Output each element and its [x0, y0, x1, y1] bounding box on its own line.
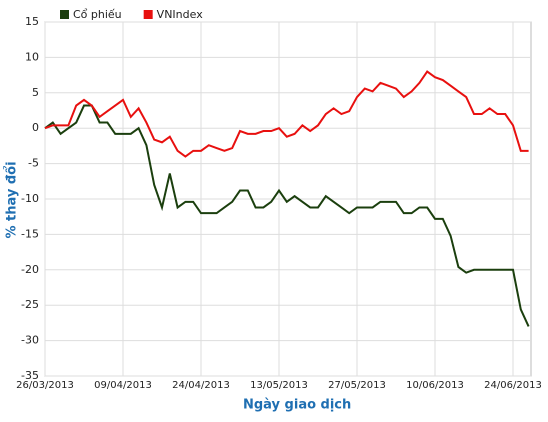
y-tick-label: 5: [32, 86, 39, 99]
x-tick-label: 26/03/2013: [16, 380, 74, 391]
line: [44, 70, 529, 158]
y-tick-label: -35: [21, 369, 39, 382]
y-tick-label: -5: [28, 157, 39, 170]
y-tick-label: -25: [21, 298, 39, 311]
y-tick-label: -20: [21, 263, 39, 276]
legend-label: Cổ phiếu: [73, 8, 122, 21]
x-tick-label: 24/06/2013: [484, 380, 542, 391]
y-tick-label: 10: [25, 50, 39, 63]
y-tick-label: 0: [32, 121, 39, 134]
y-tick-label: -10: [21, 192, 39, 205]
x-axis-title: Ngày giao dịch: [243, 398, 351, 413]
y-tick-label: -15: [21, 227, 39, 240]
y-axis-title: % thay đổi: [4, 161, 20, 238]
x-tick-label: 27/05/2013: [328, 380, 386, 391]
line: [44, 104, 530, 327]
x-tick-label: 09/04/2013: [94, 380, 152, 391]
x-tick-label: 13/05/2013: [250, 380, 308, 391]
y-tick-label: 15: [25, 15, 39, 28]
legend-swatch: [60, 10, 69, 19]
legend-swatch: [143, 10, 153, 19]
x-tick-label: 24/04/2013: [172, 380, 230, 391]
legend-label: VNIndex: [157, 8, 204, 21]
x-tick-label: 10/06/2013: [406, 380, 464, 391]
y-tick-label: -30: [21, 334, 39, 347]
